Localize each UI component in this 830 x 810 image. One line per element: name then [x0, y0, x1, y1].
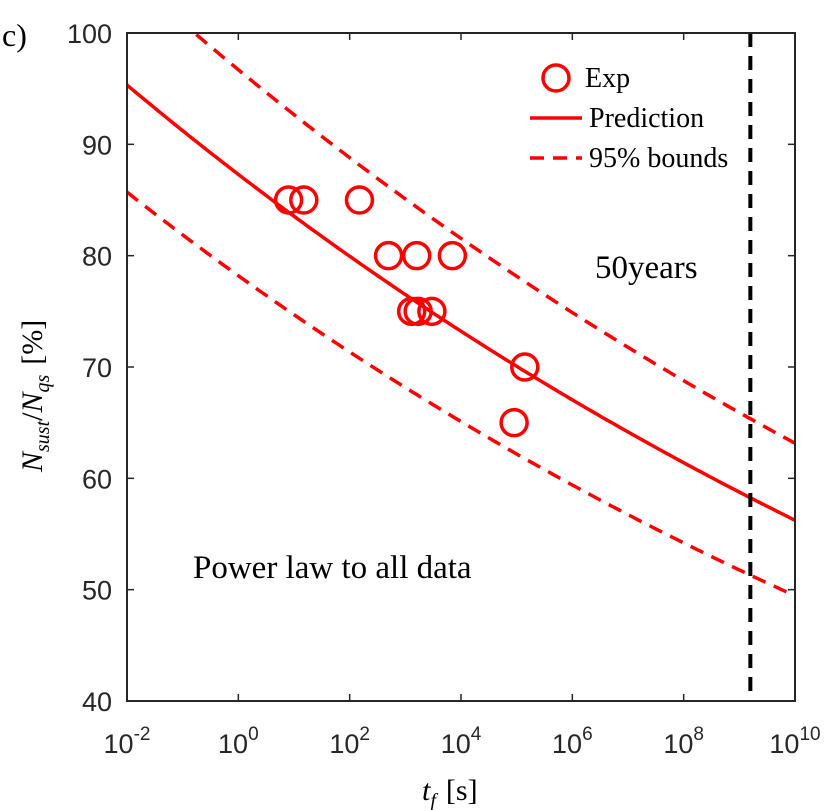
legend-label-prediction: Prediction [589, 103, 704, 134]
y-tick-label: 80 [82, 242, 112, 272]
y-tick-label: 40 [82, 687, 112, 717]
y-axis-denominator: N [16, 391, 49, 414]
data-point [417, 296, 447, 327]
data-point [499, 407, 529, 438]
x-tick-label: 10-2 [104, 724, 151, 759]
x-axis-label: tf [s] [422, 774, 478, 810]
x-tick-exponent: 10 [799, 724, 820, 745]
x-axis-subscript: f [430, 790, 438, 810]
legend-marker-exp [541, 63, 571, 93]
data-point [373, 240, 404, 271]
y-axis-label: Nsust/Nqs[%] [16, 320, 54, 473]
x-tick-exponent: 6 [582, 724, 593, 745]
data-point [289, 185, 319, 215]
x-tick-base: 10 [663, 729, 693, 759]
reference-line-label: 50years [595, 250, 698, 286]
x-tick-exponent: 2 [359, 724, 370, 745]
data-point [510, 352, 540, 382]
x-tick-base: 10 [769, 729, 799, 759]
x-tick-label: 104 [441, 724, 482, 759]
plot-area [127, 33, 795, 701]
x-tick-exponent: -2 [134, 724, 151, 745]
data-point [344, 185, 375, 215]
x-axis-symbol: t [422, 774, 431, 807]
x-tick-exponent: 0 [248, 724, 259, 745]
y-axis-unit: [%] [16, 320, 49, 365]
x-tick-label: 1010 [769, 724, 820, 759]
data-point [403, 296, 433, 327]
y-axis-separator: / [16, 412, 49, 421]
x-tick-exponent: 4 [471, 724, 482, 745]
x-tick-label: 102 [329, 724, 370, 759]
y-tick-label: 60 [82, 464, 112, 494]
annotation-text: Power law to all data [193, 550, 472, 586]
x-tick-label: 106 [552, 724, 593, 759]
y-axis-denominator-sub: qs [32, 375, 54, 393]
x-tick-exponent: 8 [693, 724, 704, 745]
curves-layer [127, 33, 795, 598]
data-point [273, 185, 304, 215]
x-tick-base: 10 [218, 729, 248, 759]
y-tick-label: 70 [82, 353, 112, 383]
y-tick-label: 90 [82, 130, 112, 160]
markers-layer [273, 185, 540, 438]
legend: Exp Prediction 95% bounds [530, 63, 728, 174]
bound-line-2 [191, 33, 795, 445]
y-tick-label: 100 [67, 19, 112, 49]
data-point [437, 240, 468, 271]
legend-label-bounds: 95% bounds [589, 143, 728, 174]
x-tick-label: 108 [663, 724, 704, 759]
prediction-line [127, 83, 795, 522]
x-tick-base: 10 [104, 729, 134, 759]
ticks-layer [126, 32, 796, 702]
panel-label: c) [2, 17, 27, 53]
x-tick-label: 100 [218, 724, 259, 759]
y-tick-label: 50 [82, 576, 112, 606]
data-point [401, 240, 432, 271]
x-tick-base: 10 [441, 729, 471, 759]
x-tick-base: 10 [552, 729, 582, 759]
legend-label-exp: Exp [585, 63, 630, 94]
bound-line-3 [127, 190, 795, 598]
y-axis-numerator-sub: sust [32, 420, 54, 452]
x-axis-unit: [s] [446, 774, 478, 807]
y-axis-numerator: N [16, 450, 49, 473]
x-tick-base: 10 [329, 729, 359, 759]
